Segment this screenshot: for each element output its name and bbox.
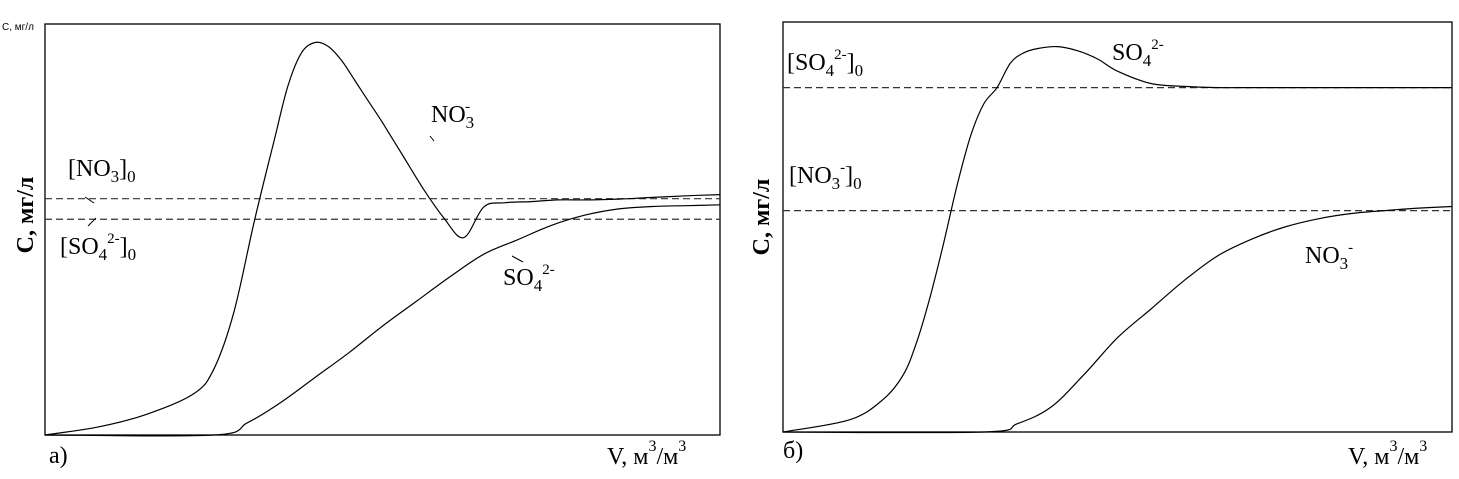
series-line-0 — [44, 41, 721, 436]
plot-area-frame — [782, 21, 1453, 433]
reference-label-no3: [NO3]0 — [68, 156, 136, 186]
y-axis-label: С, мг/л — [749, 179, 775, 256]
series-curves — [44, 41, 721, 437]
reference-label-no3: [NO3-]0 — [789, 160, 862, 193]
panel-label: б) — [783, 438, 803, 464]
panel-label: а) — [49, 443, 68, 469]
series-label-so4: SO42- — [1112, 37, 1164, 70]
corner-axis-caption: С, мг/л — [2, 22, 34, 33]
series-line-1 — [44, 204, 721, 437]
reference-lines — [45, 198, 720, 220]
chart-panel-a: С, мг/л С, мг/л а) V, м3/м3 [NO3]0 [SO42… — [2, 22, 721, 470]
chart-panel-b: С, мг/л б) V, м3/м3 [SO42-]0 [NO3-]0 SO4… — [749, 21, 1453, 470]
plot-area-frame — [44, 23, 721, 436]
series-line-1 — [782, 205, 1453, 434]
reference-lines — [783, 86, 1452, 212]
series-label-so4: SO42- — [503, 262, 555, 295]
reference-label-so4: [SO42-]0 — [60, 231, 136, 264]
x-axis-label: V, м3/м3 — [1348, 438, 1427, 470]
series-leader-no3 — [429, 135, 435, 142]
series-line-0 — [782, 45, 1452, 433]
x-axis-label: V, м3/м3 — [607, 438, 686, 470]
reference-leader-so4 — [87, 217, 97, 227]
series-label-no3: NO3- — [431, 99, 474, 132]
series-label-no3: NO3- — [1305, 240, 1353, 273]
y-axis-label: С, мг/л — [13, 177, 39, 254]
series-leader-so4 — [511, 255, 524, 263]
reference-label-so4: [SO42-]0 — [787, 47, 863, 80]
reference-leader-no3 — [84, 196, 95, 204]
series-curves — [782, 45, 1453, 434]
